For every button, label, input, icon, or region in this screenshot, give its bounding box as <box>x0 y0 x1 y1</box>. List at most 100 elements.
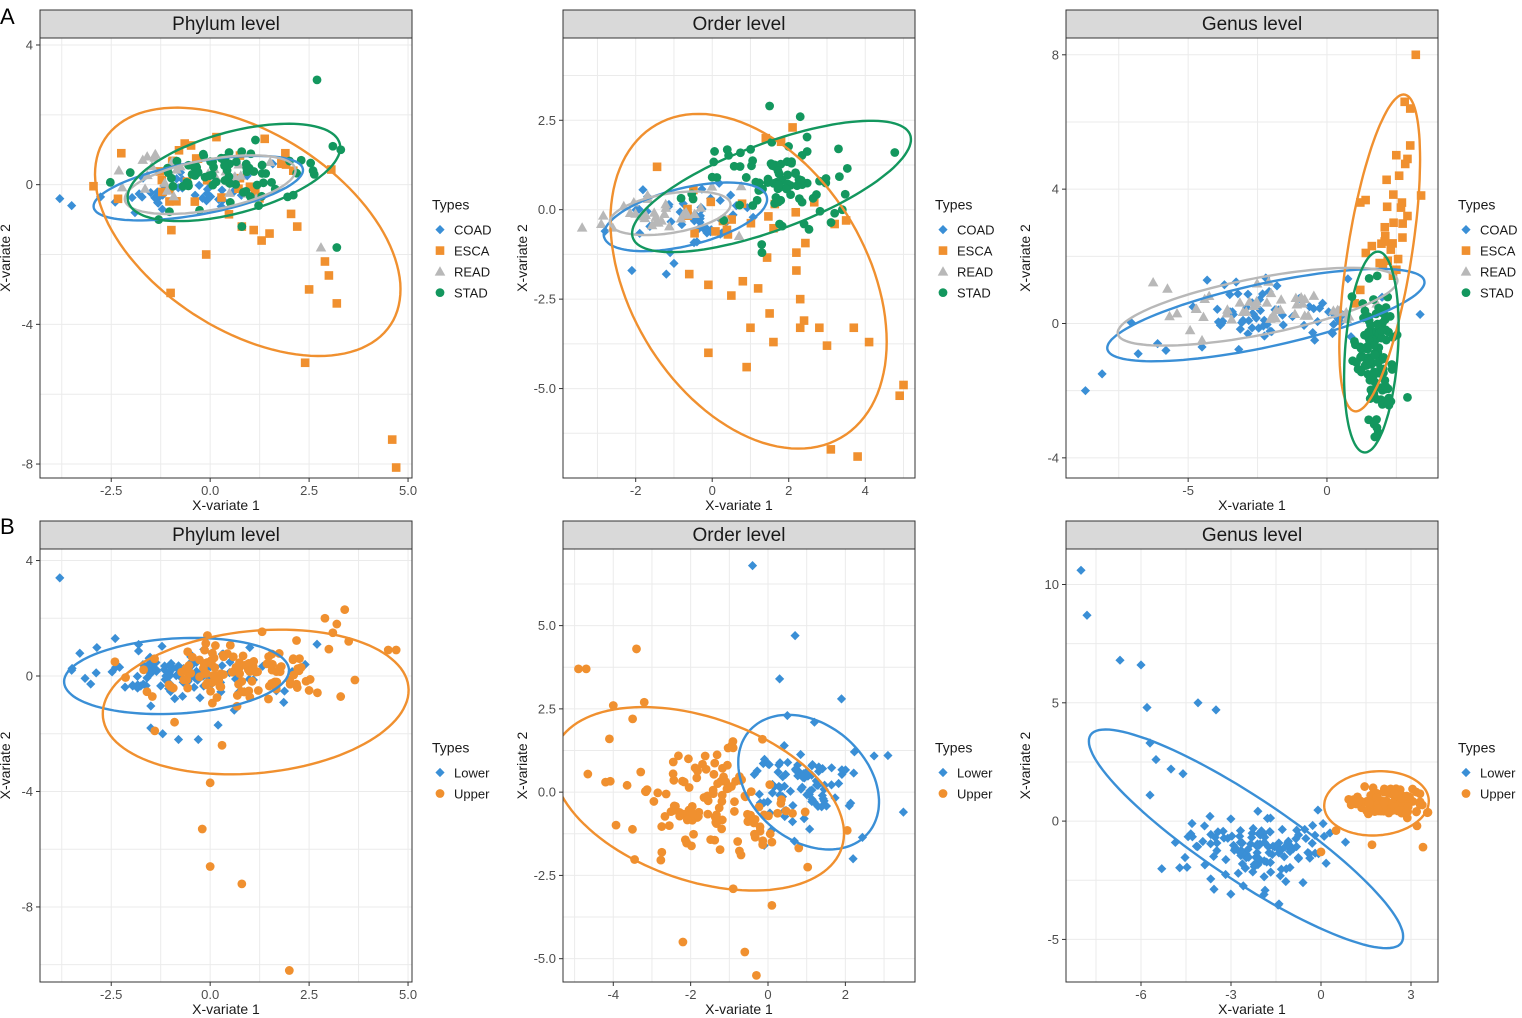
point-lower <box>781 769 791 779</box>
point-stad <box>1377 333 1387 343</box>
point-lower <box>133 646 144 656</box>
point-upper <box>313 688 322 698</box>
point-esca <box>899 380 908 390</box>
y-tick-label: 2.5 <box>538 113 556 128</box>
point-upper <box>1411 787 1421 797</box>
point-upper <box>217 740 227 750</box>
point-upper <box>1316 847 1326 857</box>
point-coad <box>1309 304 1319 314</box>
point-upper <box>292 636 301 645</box>
point-lower <box>776 783 786 793</box>
point-lower <box>849 768 859 778</box>
point-read <box>171 164 182 174</box>
point-read <box>1222 304 1233 314</box>
point-upper <box>1362 806 1372 816</box>
point-upper <box>758 840 768 849</box>
y-axis-label: X-variate 2 <box>0 224 13 292</box>
point-coad <box>67 201 77 211</box>
point-lower <box>807 761 817 771</box>
point-lower <box>807 785 817 795</box>
point-read <box>1244 296 1255 306</box>
legend-title: Types <box>935 740 972 756</box>
point-read <box>139 183 151 193</box>
point-upper <box>728 743 738 753</box>
legend: Types COAD ESCA READ STAD <box>432 197 492 301</box>
point-stad <box>786 190 795 200</box>
point-stad <box>676 193 686 203</box>
legend-key-upper <box>435 789 445 798</box>
point-lower <box>799 814 809 824</box>
point-lower <box>134 639 144 650</box>
point-upper <box>583 769 593 779</box>
point-lower <box>160 661 170 671</box>
point-upper <box>241 660 251 670</box>
point-upper <box>712 819 721 829</box>
point-stad <box>1369 340 1379 350</box>
y-tick-label: -5.0 <box>534 951 556 966</box>
point-esca <box>217 193 226 202</box>
panel-border <box>39 548 413 983</box>
point-lower <box>1199 821 1210 831</box>
x-tick-label: 4 <box>862 483 869 498</box>
data-points <box>576 101 908 461</box>
point-read <box>264 156 276 167</box>
point-coad <box>715 195 725 206</box>
point-lower <box>1253 806 1263 816</box>
point-lower <box>173 734 184 745</box>
legend-key-coad <box>938 225 948 235</box>
ellipse-read <box>1116 266 1399 347</box>
point-esca <box>822 341 832 350</box>
point-lower <box>826 780 837 790</box>
point-read <box>141 151 153 161</box>
ellipse-read <box>608 190 732 237</box>
point-lower <box>1283 836 1293 846</box>
point-upper <box>794 843 804 853</box>
legend-key-stad <box>435 288 445 297</box>
point-stad <box>1364 273 1374 283</box>
point-stad <box>795 112 805 122</box>
point-lower <box>1274 899 1284 909</box>
point-esca <box>281 160 291 169</box>
point-upper <box>736 850 746 860</box>
point-upper <box>581 664 591 674</box>
point-upper <box>301 676 311 686</box>
point-esca <box>769 337 778 347</box>
point-stad <box>332 243 342 252</box>
point-upper <box>712 750 722 760</box>
x-tick-label: 5.0 <box>399 987 417 1002</box>
y-tick-label: -4 <box>21 317 33 332</box>
point-lower <box>1175 863 1185 873</box>
point-upper <box>717 796 727 806</box>
point-lower <box>1213 827 1223 837</box>
point-upper <box>391 645 401 655</box>
point-upper <box>199 663 208 673</box>
point-stad <box>257 160 267 170</box>
point-esca <box>795 294 805 304</box>
point-lower <box>1254 854 1265 864</box>
point-lower <box>92 642 102 653</box>
point-read <box>706 181 718 191</box>
point-upper <box>139 665 149 675</box>
point-upper <box>336 692 346 701</box>
y-tick-label: 0 <box>26 669 33 684</box>
point-coad <box>217 185 227 195</box>
point-stad <box>729 161 739 171</box>
grid-lines <box>40 549 412 982</box>
point-esca <box>1380 231 1390 241</box>
point-esca <box>727 291 736 300</box>
point-read <box>660 202 672 212</box>
point-read <box>1265 313 1276 323</box>
legend: Types COAD ESCA READ STAD <box>1458 197 1518 301</box>
point-esca <box>826 445 836 454</box>
point-upper <box>755 826 765 836</box>
point-upper <box>253 667 262 677</box>
point-stad <box>754 178 764 188</box>
point-upper <box>636 767 646 777</box>
point-stad <box>220 161 229 171</box>
point-lower <box>1193 841 1203 852</box>
ellipse-stad <box>1342 250 1400 454</box>
point-lower <box>1274 838 1284 848</box>
x-tick-label: 0 <box>1323 483 1330 498</box>
point-stad <box>768 161 777 171</box>
point-lower <box>158 729 168 739</box>
